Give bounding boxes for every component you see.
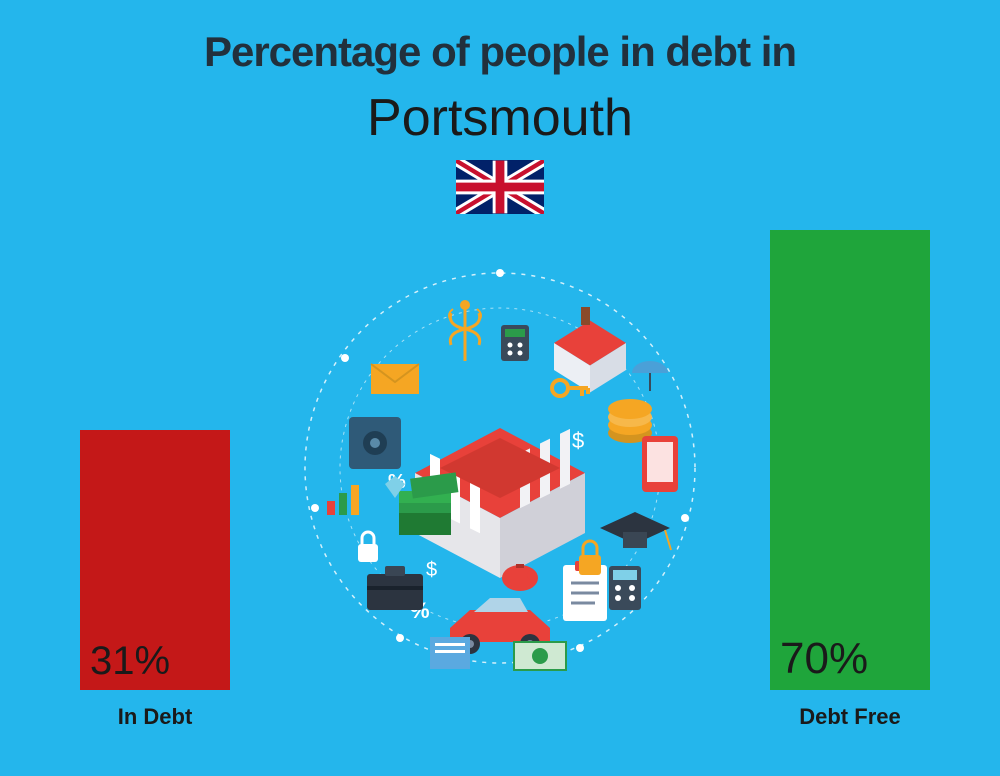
svg-text:$: $: [426, 559, 437, 581]
uk-flag-icon: [456, 160, 544, 214]
bar-in-debt: 31% In Debt: [80, 430, 230, 690]
subtitle-city: Portsmouth: [0, 88, 1000, 148]
cash-note-icon: [514, 642, 566, 670]
title: Percentage of people in debt in: [0, 28, 1000, 76]
document-icon: [430, 637, 470, 669]
finance-illustration: % % $ $: [290, 258, 710, 678]
caduceus-icon: [449, 300, 481, 361]
umbrella-icon: [632, 361, 668, 391]
bar-debt-free: 70% Debt Free: [770, 230, 930, 690]
bar-debt-free-rect: 70%: [770, 230, 930, 690]
briefcase-icon: [367, 566, 423, 610]
svg-text:$: $: [572, 428, 584, 453]
safe-icon: [349, 417, 401, 469]
money-stack-icon: [399, 472, 458, 535]
graduation-cap-icon: [600, 512, 671, 550]
bar-in-debt-label: In Debt: [118, 704, 193, 730]
bar-in-debt-rect: 31%: [80, 430, 230, 690]
gold-padlock-icon: [579, 541, 601, 575]
calculator-small-icon: [501, 325, 529, 361]
bar-in-debt-value: 31%: [90, 639, 170, 684]
padlock-icon: [358, 532, 378, 562]
calculator-icon: [609, 566, 641, 610]
chart-icon: [327, 485, 359, 515]
smartphone-icon: [642, 436, 678, 492]
bar-debt-free-label: Debt Free: [799, 704, 900, 730]
envelope-icon: [371, 364, 419, 394]
bar-debt-free-value: 70%: [780, 634, 868, 684]
